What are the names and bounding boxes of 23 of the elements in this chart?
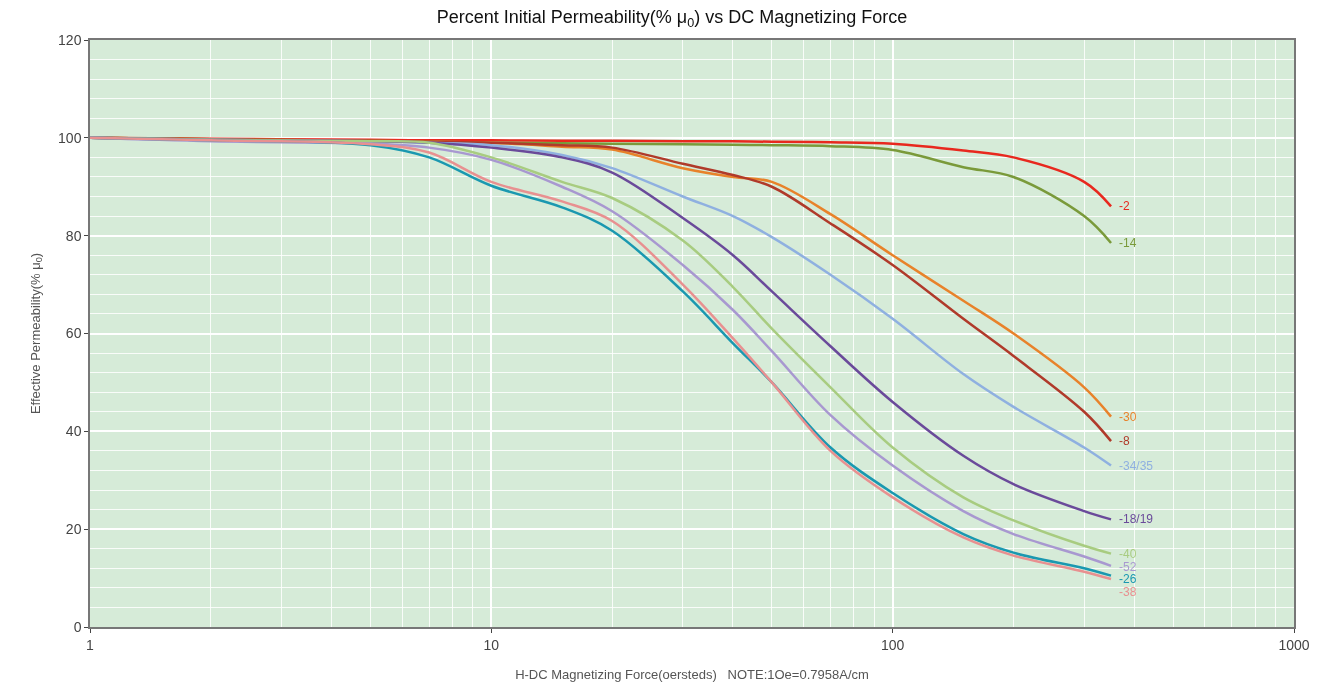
- series-label: -14: [1119, 236, 1137, 250]
- y-tick-label: 60: [65, 325, 82, 342]
- chart-title: Percent Initial Permeability(% μ$_{0}$) vs DC Magnetizing Force: [436, 7, 908, 30]
- y-tick-label: 0: [73, 618, 82, 635]
- x-tick-label: 100: [880, 636, 905, 653]
- x-tick-label: 10: [483, 636, 500, 653]
- series-label: -2: [1119, 199, 1130, 213]
- y-tick-label: 100: [58, 129, 82, 146]
- y-tick-label: 80: [65, 227, 82, 244]
- y-tick-label: 20: [65, 521, 82, 538]
- y-tick-label: 120: [58, 31, 82, 48]
- series-label: -26: [1119, 572, 1137, 586]
- series-label: -8: [1119, 434, 1130, 448]
- series-label: -38: [1119, 585, 1137, 599]
- series-label: -30: [1119, 410, 1137, 424]
- series-label: -34/35: [1119, 459, 1154, 473]
- series-label: -40: [1119, 547, 1137, 561]
- series-label: -52: [1119, 560, 1137, 574]
- series-label: -18/19: [1119, 512, 1154, 526]
- x-tick-label: 1: [86, 636, 95, 653]
- x-tick-label: 1000: [1278, 636, 1310, 653]
- x-axis-title: H-DC Magnetizing Force(oersteds) NOTE:1Oe=0.7958A/cm: [515, 666, 869, 682]
- y-tick-label: 40: [65, 423, 82, 440]
